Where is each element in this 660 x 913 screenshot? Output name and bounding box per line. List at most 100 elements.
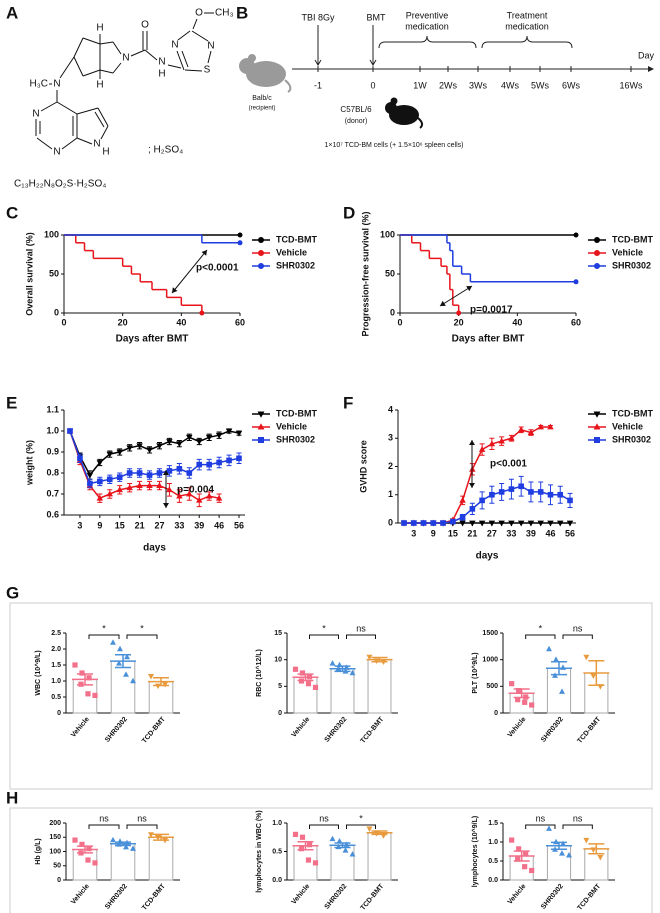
- atom: H: [96, 23, 103, 34]
- annotation: p=0.004: [177, 485, 214, 496]
- marker: [106, 490, 113, 497]
- data-point: [559, 850, 565, 856]
- timeline-tick-label: 4Ws: [501, 80, 520, 90]
- y-tick-label: 0: [57, 710, 61, 717]
- significance-label: ns: [99, 813, 109, 823]
- data-point: [342, 847, 349, 853]
- marker: [205, 492, 213, 499]
- data-point: [583, 654, 590, 661]
- end-marker: [199, 310, 205, 316]
- error-bar: [508, 688, 535, 699]
- data-point: [85, 857, 91, 863]
- timeline-arrow: [648, 66, 654, 72]
- atom: N: [53, 79, 60, 90]
- marker: [116, 449, 123, 456]
- legend-marker: [594, 237, 600, 243]
- error-bar: [292, 841, 319, 851]
- panel-frame: [9, 602, 653, 790]
- bar: [330, 668, 355, 714]
- atom: O: [141, 20, 149, 31]
- data-point: [546, 645, 552, 652]
- data-point: [116, 660, 122, 666]
- data-point: [515, 697, 521, 703]
- x-tick-label: 0: [61, 317, 66, 327]
- marker: [547, 423, 554, 430]
- marker: [186, 490, 193, 497]
- marker: [106, 476, 113, 483]
- marker: [459, 520, 466, 527]
- significance-bracket: [88, 824, 120, 829]
- x-tick-label: SHR0302: [104, 883, 129, 911]
- x-tick-label: 56: [565, 528, 575, 538]
- significance-bracket: [562, 634, 593, 639]
- recipient-note: (recipient): [249, 106, 276, 112]
- marker: [176, 441, 183, 448]
- marker: [116, 474, 123, 480]
- marker: [430, 520, 437, 526]
- marker: [206, 461, 212, 468]
- data-point: [349, 851, 356, 857]
- x-tick-label: 27: [487, 528, 497, 538]
- x-tick-label: 21: [135, 520, 145, 530]
- data-point: [123, 843, 129, 850]
- x-tick-label: 21: [467, 528, 477, 538]
- atom: N: [53, 147, 60, 158]
- marker: [478, 446, 486, 452]
- x-axis-title: Days after BMT: [116, 334, 189, 345]
- marker: [156, 482, 163, 488]
- bar: [148, 681, 174, 714]
- x-tick-label: 3: [411, 528, 416, 538]
- end-marker: [573, 279, 579, 285]
- y-axis-title: RBC (10^12/L): [255, 649, 263, 697]
- error-bar: [546, 841, 572, 850]
- y-tick-label: 500: [486, 683, 498, 690]
- bar: [546, 845, 572, 881]
- data-point: [305, 681, 312, 687]
- data-point: [292, 831, 299, 837]
- timeline-tick-label: 6Ws: [562, 80, 581, 90]
- legend-marker: [257, 411, 265, 418]
- marker: [136, 482, 143, 488]
- x-tick-label: 9: [97, 520, 102, 530]
- data-point: [130, 845, 136, 851]
- series-line: [404, 485, 571, 524]
- marker: [566, 520, 574, 527]
- significance-bracket: [346, 634, 376, 639]
- marker: [517, 426, 525, 433]
- data-point: [299, 670, 306, 676]
- data-point: [110, 836, 116, 843]
- annotation: p<0.001: [490, 459, 527, 470]
- x-tick-label: SHR0302: [104, 716, 129, 744]
- error-bar: [110, 654, 136, 669]
- error-bar: [329, 842, 356, 849]
- marker: [547, 491, 554, 498]
- y-tick-label: 10: [274, 657, 282, 664]
- marker: [136, 443, 143, 450]
- data-point: [79, 670, 85, 676]
- panel-label: E: [6, 393, 17, 412]
- legend-marker: [258, 250, 264, 256]
- y-tick-label: 0.8: [46, 467, 59, 477]
- y-tick-label: 1.5: [488, 820, 498, 827]
- data-point: [79, 841, 85, 847]
- atom: H: [102, 147, 109, 158]
- marker: [215, 494, 223, 501]
- error-bar: [366, 656, 393, 663]
- error-bar: [508, 850, 535, 862]
- y-tick-label: 1500: [482, 630, 498, 637]
- phase: Treatment: [507, 10, 548, 20]
- end-marker: [573, 232, 579, 238]
- y-tick-label: 0: [278, 710, 282, 717]
- legend-marker: [257, 423, 265, 430]
- marker: [450, 518, 456, 525]
- atom: N: [93, 139, 100, 150]
- panel-frame: [9, 807, 653, 913]
- legend-label: SHR0302: [276, 434, 315, 444]
- data-point: [123, 671, 129, 677]
- series-line: [69, 430, 220, 502]
- x-tick-label: TCD-BMT: [576, 715, 602, 744]
- bar: [367, 659, 392, 714]
- significance-label: *: [140, 623, 144, 633]
- marker: [508, 434, 515, 441]
- x-tick-label: TCD-BMT: [141, 715, 167, 744]
